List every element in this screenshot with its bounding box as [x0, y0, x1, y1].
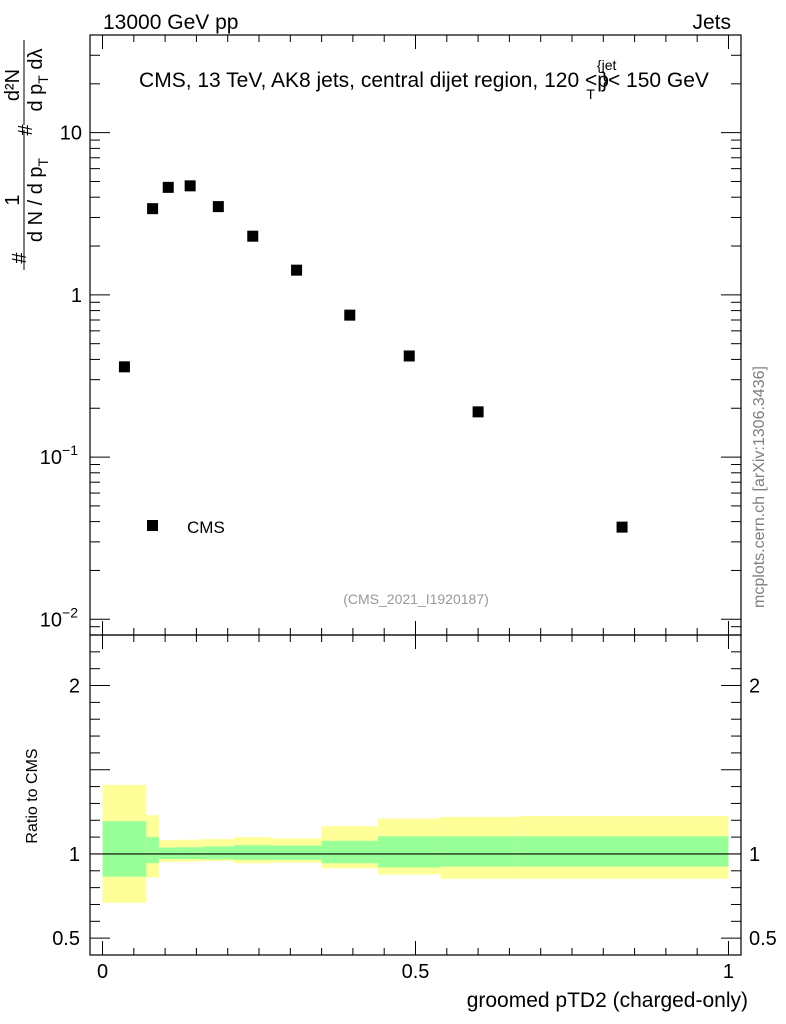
- watermark: mcplots.cern.ch [arXiv:1306.3436]: [751, 366, 768, 608]
- ratio-band-bin: [177, 847, 203, 859]
- cms-data-point: [162, 181, 174, 193]
- title-main: CMS, 13 TeV, AK8 jets, central dijet reg…: [139, 69, 609, 92]
- ylabel-d2-den-sub: T: [35, 75, 51, 84]
- ylabel-hash-1: #: [9, 252, 31, 264]
- main-frame-rect: [89, 34, 742, 636]
- cms-data-point: [472, 406, 484, 418]
- legend: CMS: [147, 518, 225, 537]
- cms-data-point: [247, 230, 259, 242]
- main-ytick-label: 10−2: [40, 604, 78, 631]
- ratio-xtick-label: 0: [97, 961, 108, 983]
- ratio-ticks: 2 2 1 1 0.5 0.5 0 0.5 1: [52, 634, 777, 983]
- ratio-xtick-label: 1: [723, 961, 734, 983]
- ratio-ytick-label-left: 1: [69, 844, 80, 866]
- main-ytick-label: 10: [60, 123, 82, 145]
- legend-label: CMS: [187, 518, 225, 537]
- x-axis-label: groomed pTD2 (charged-only): [467, 989, 748, 1012]
- main-ytick-label: 1: [71, 285, 82, 307]
- cms-data-point: [147, 203, 159, 215]
- ratio-band-bin: [321, 840, 378, 864]
- ratio-panel-frame: [89, 634, 742, 956]
- chart-title: CMS, 13 TeV, AK8 jets, central dijet reg…: [139, 57, 709, 102]
- cms-data-points: [118, 180, 628, 533]
- main-x-ticks: [102, 35, 729, 955]
- ratio-xtick-label: 0.5: [402, 961, 430, 983]
- ylabel-frac-numerator: 1: [2, 194, 24, 205]
- ratio-band-bin: [377, 836, 441, 868]
- ratio-band-bin: [271, 845, 322, 860]
- title-tail: }< 150 GeV: [601, 69, 709, 92]
- main-ytick-label: 10−1: [40, 442, 78, 469]
- main-y-axis-label: #1 d N / d pT # d²N d pT dλ: [2, 40, 51, 270]
- cms-data-point: [118, 361, 130, 373]
- ratio-uncertainty-bands: [90, 784, 741, 903]
- ylabel-hash-2: #: [15, 124, 37, 136]
- ylabel-d2-denominator: d pT dλ: [25, 48, 51, 111]
- analysis-label: (CMS_2021_I1920187): [343, 591, 489, 607]
- main-ytick-label-base: 1: [71, 285, 82, 307]
- ylabel-frac-den-sub: T: [35, 157, 51, 166]
- ratio-ytick-label-left: 0.5: [52, 928, 80, 950]
- main-ytick-label-base: 10: [60, 123, 82, 145]
- ratio-band-bin: [202, 846, 234, 860]
- ratio-band-bin: [440, 836, 519, 867]
- cms-data-point: [403, 350, 415, 362]
- title-subscript: T: [586, 86, 595, 102]
- cms-data-point: [616, 521, 628, 533]
- cms-data-point: [184, 180, 196, 192]
- cms-data-point: [344, 309, 356, 321]
- ratio-ytick-label-left: 2: [69, 676, 80, 698]
- ratio-y-axis-label: Ratio to CMS: [24, 748, 41, 843]
- ratio-ytick-label-right: 0.5: [749, 928, 777, 950]
- ratio-band-bin: [158, 847, 178, 859]
- legend-marker: [147, 520, 158, 531]
- ratio-ytick-label-right: 1: [749, 844, 760, 866]
- ylabel-frac-denominator: d N / d pT: [25, 157, 51, 242]
- cms-data-point: [291, 264, 303, 276]
- header-category: Jets: [692, 11, 731, 34]
- ratio-band-bin: [102, 821, 147, 877]
- ylabel-d2-numerator: d²N: [2, 69, 24, 101]
- ratio-band-bin: [146, 837, 159, 864]
- main-ytick-label-base: 10: [40, 447, 62, 469]
- cms-data-point: [212, 201, 224, 213]
- main-panel-frame: [89, 34, 742, 636]
- main-ytick-label-exp: −2: [62, 604, 78, 620]
- ratio-band-bin: [518, 836, 729, 867]
- ylabel-d2-den-tail: dλ: [25, 48, 47, 75]
- ratio-ytick-label-right: 2: [749, 676, 760, 698]
- main-ytick-label-base: 10: [40, 609, 62, 631]
- main-ytick-label-exp: −1: [62, 442, 78, 458]
- title-superscript: {jet: [597, 57, 617, 73]
- ratio-band-bin: [233, 845, 272, 860]
- header-collision: 13000 GeV pp: [103, 11, 238, 34]
- ratio-frame-rect: [89, 634, 742, 956]
